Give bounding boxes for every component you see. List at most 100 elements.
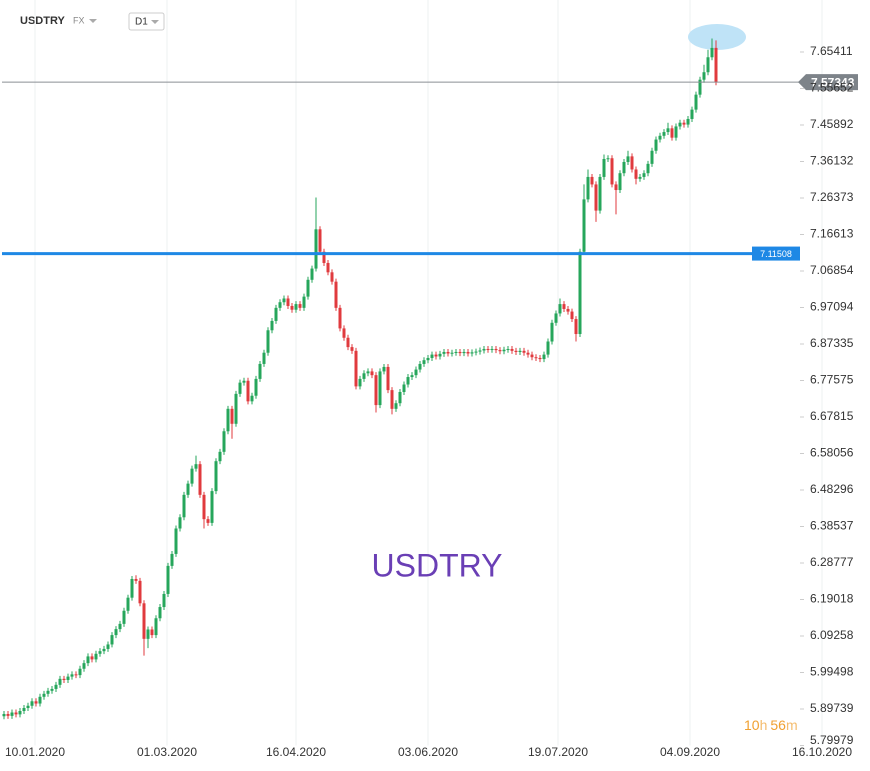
candle-body — [710, 47, 714, 58]
candle-body — [346, 337, 350, 348]
candle-body — [454, 351, 458, 353]
candle-body — [262, 352, 266, 364]
candle-body — [610, 158, 614, 185]
y-tick-label: 7.55652 — [810, 81, 854, 95]
candle-body — [622, 161, 626, 174]
candle-body — [570, 311, 574, 320]
y-tick-label: 6.38537 — [810, 519, 854, 533]
candle-body — [54, 684, 58, 689]
candle-body — [682, 122, 686, 125]
countdown-unit: h — [760, 717, 768, 733]
timeframe[interactable]: D1 — [135, 17, 148, 28]
candle-body — [318, 229, 322, 252]
candle-body — [402, 384, 406, 392]
candle-body — [450, 352, 454, 354]
candle-body — [442, 351, 446, 354]
candle-body — [678, 122, 682, 127]
candle-body — [578, 251, 582, 335]
candle-body — [518, 350, 522, 352]
countdown-hours: 10 — [744, 717, 760, 733]
candle-body — [594, 184, 598, 211]
candle-body — [330, 272, 334, 282]
last-price-label: 7.57343 — [811, 75, 855, 89]
candle-body — [14, 712, 18, 715]
line-tag-label: 7.11508 — [760, 249, 792, 259]
candle-body — [626, 156, 630, 162]
candle-body — [410, 375, 414, 378]
candle-body — [322, 251, 326, 263]
candle-body — [310, 268, 314, 280]
candle-body — [270, 320, 274, 331]
candle-body — [498, 350, 502, 352]
timeframe-box[interactable] — [128, 12, 165, 31]
candle-body — [342, 328, 346, 338]
candle-body — [586, 176, 590, 200]
y-tick-label: 5.89739 — [810, 701, 854, 715]
candle-body — [42, 693, 46, 697]
watermark: USDTRY — [372, 547, 503, 583]
x-tick-label: 10.01.2020 — [5, 745, 65, 759]
y-tick-label: 7.36132 — [810, 154, 854, 168]
x-tick-label: 16.04.2020 — [266, 745, 326, 759]
candle-body — [650, 150, 654, 164]
candle-body — [62, 678, 66, 680]
symbol[interactable]: USDTRY — [20, 15, 65, 27]
candle-body — [298, 304, 302, 308]
candle-body — [458, 351, 462, 354]
candle-body — [282, 298, 286, 303]
countdown: 10h 56m — [744, 717, 798, 733]
candle-body — [182, 494, 186, 518]
candle-body — [382, 366, 386, 372]
y-tick-label: 7.65411 — [810, 44, 853, 58]
y-tick-label: 7.06854 — [810, 263, 854, 277]
candle-body — [306, 279, 310, 297]
candle-body — [122, 610, 126, 624]
candle-body — [366, 371, 370, 374]
candle-body — [370, 371, 374, 376]
candle-body — [246, 380, 250, 402]
candle-body — [50, 688, 54, 691]
candle-body — [74, 674, 78, 676]
candle-body — [478, 350, 482, 352]
highlight — [688, 24, 746, 50]
dropdown-arrow[interactable] — [151, 20, 159, 24]
candle-body — [686, 118, 690, 125]
candle-body — [634, 169, 638, 179]
candle-body — [214, 461, 218, 492]
candle-body — [150, 629, 154, 636]
candle-body — [18, 711, 22, 715]
candle-body — [102, 648, 106, 652]
candle-body — [674, 126, 678, 138]
y-tick-label: 6.19018 — [810, 592, 854, 606]
candle-body — [258, 363, 262, 379]
candle-body — [278, 302, 282, 308]
candle-body — [2, 714, 6, 717]
candle-body — [698, 79, 702, 95]
candle-body — [602, 158, 606, 177]
y-tick-label: 6.77575 — [810, 373, 854, 387]
candle-body — [38, 696, 42, 704]
candle-body — [274, 307, 278, 321]
candle-body — [506, 348, 510, 350]
y-tick-label: 6.09258 — [810, 628, 854, 642]
candle-body — [706, 57, 710, 73]
y-tick-label: 6.48296 — [810, 482, 854, 496]
candle-body — [178, 517, 182, 529]
candle-body — [422, 360, 426, 364]
candle-body — [66, 676, 70, 680]
candle-body — [482, 348, 486, 351]
candle-body — [546, 341, 550, 355]
candle-body — [662, 132, 666, 136]
dropdown-arrow[interactable] — [89, 19, 97, 23]
grid — [34, 0, 823, 746]
candle-body — [378, 371, 382, 406]
overlays: 7.11508 7.57343 — [2, 74, 858, 261]
candle-body — [82, 663, 86, 669]
candle-body — [58, 678, 62, 685]
countdown-unit: m — [786, 717, 798, 733]
y-tick-label: 7.16613 — [810, 227, 854, 241]
y-tick-label: 6.87335 — [810, 336, 854, 350]
candle-body — [250, 395, 254, 402]
candle-body — [466, 351, 470, 354]
candle-body — [114, 629, 118, 636]
